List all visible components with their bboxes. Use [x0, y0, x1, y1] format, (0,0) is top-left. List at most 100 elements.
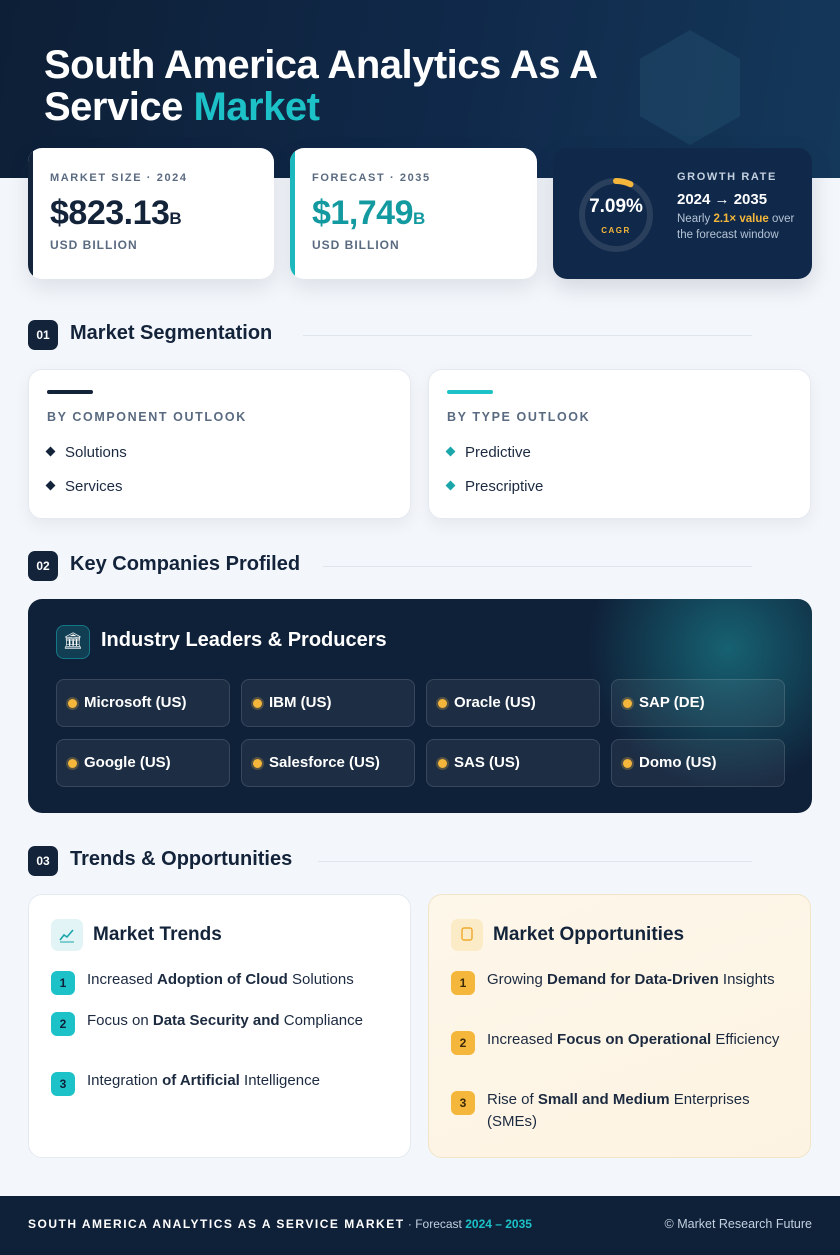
dot-icon	[438, 759, 447, 768]
trends-title: Market Trends	[93, 924, 222, 945]
market-size-value: $823.13B	[50, 194, 182, 233]
title-line-2: Service Market	[44, 86, 664, 128]
cagr-label: CAGR	[601, 226, 631, 235]
market-size-label: MARKET SIZE · 2024	[50, 172, 188, 184]
trend-text-pre: Increased	[87, 971, 158, 988]
section-number: 03	[28, 846, 58, 876]
forecast-value: $1,749B	[312, 194, 425, 233]
footer: SOUTH AMERICA ANALYTICS AS A SERVICE MAR…	[0, 1196, 840, 1255]
opportunity-text-bold: Demand for Data-Driven	[547, 971, 719, 988]
trend-item: 1 Increased Adoption of Cloud Solutions	[51, 969, 391, 995]
trend-item: 2 Focus on Data Security and Compliance	[51, 1010, 391, 1036]
company-chip: SAP (DE)	[611, 679, 785, 727]
company-chip: SAS (US)	[426, 739, 600, 787]
footer-brand: SOUTH AMERICA ANALYTICS AS A SERVICE MAR…	[28, 1217, 405, 1231]
company-name: Salesforce (US)	[269, 754, 380, 771]
company-name: SAP (DE)	[639, 694, 705, 711]
section-header-segmentation: 01 Market Segmentation	[28, 320, 812, 350]
hexagon-decoration	[640, 30, 740, 145]
forecast-unit: B	[413, 209, 425, 228]
company-name: Microsoft (US)	[84, 694, 187, 711]
companies-title: Industry Leaders & Producers	[101, 629, 387, 651]
number-badge: 2	[451, 1031, 475, 1055]
dot-icon	[623, 759, 632, 768]
section-number: 02	[28, 551, 58, 581]
number-badge: 3	[51, 1072, 75, 1096]
segment-item: Services	[45, 478, 123, 495]
opportunity-text-post: Efficiency	[711, 1031, 780, 1048]
section-header-trends: 03 Trends & Opportunities	[28, 846, 812, 876]
dot-icon	[68, 759, 77, 768]
market-size-card: MARKET SIZE · 2024 $823.13B USD BILLION	[28, 148, 274, 279]
title-line-1: South America Analytics As A	[44, 43, 598, 87]
dot-icon	[438, 699, 447, 708]
dot-icon	[623, 699, 632, 708]
company-name: IBM (US)	[269, 694, 332, 711]
forecast-label: FORECAST · 2035	[312, 172, 431, 184]
opportunity-text-pre: Increased	[487, 1031, 558, 1048]
opportunity-text-post: Enterprises (SMEs)	[487, 1091, 750, 1130]
growth-note: Nearly 2.1× value over the forecast wind…	[677, 211, 797, 243]
growth-note-highlight: 2.1× value	[713, 213, 769, 225]
number-badge: 2	[51, 1012, 75, 1036]
trend-text-bold: of Artificial	[162, 1072, 240, 1089]
section-title: Market Segmentation	[70, 322, 273, 344]
segment-card-component: BY COMPONENT OUTLOOK Solutions Services	[28, 369, 411, 519]
section-title: Trends & Opportunities	[70, 848, 293, 870]
company-chip: Google (US)	[56, 739, 230, 787]
lightbulb-icon	[451, 919, 483, 951]
trend-text-post: Intelligence	[239, 1072, 320, 1089]
section-divider	[323, 566, 752, 567]
opportunity-text-bold: Small and Medium	[537, 1091, 670, 1108]
opportunity-text-bold: Focus on Operational	[557, 1031, 712, 1048]
footer-copyright: © Market Research Future	[664, 1217, 812, 1231]
segment-accent-rule	[447, 390, 493, 394]
dot-icon	[253, 759, 262, 768]
segment-item: Predictive	[445, 444, 531, 461]
cagr-value: 7.09%	[589, 196, 643, 217]
forecast-sub: USD BILLION	[312, 238, 400, 252]
trend-text-bold: Adoption of Cloud	[157, 971, 288, 988]
section-header-companies: 02 Key Companies Profiled	[28, 551, 812, 581]
growth-note-prefix: Nearly	[677, 213, 711, 225]
title-accent: Market	[193, 85, 320, 129]
companies-panel: 🏛 Industry Leaders & Producers Microsoft…	[28, 599, 812, 813]
opportunity-item: 2 Increased Focus on Operational Efficien…	[451, 1029, 791, 1055]
trend-text-post: Compliance	[279, 1012, 363, 1029]
title-line-2-prefix: Service	[44, 85, 183, 129]
diamond-bullet-icon	[45, 480, 56, 491]
chart-line-icon	[51, 919, 83, 951]
trend-text-bold: Data Security and	[152, 1012, 280, 1029]
footer-separator: · Forecast	[404, 1217, 466, 1231]
section-divider	[303, 335, 752, 336]
cagr-ring-gauge	[579, 178, 653, 252]
forecast-card: FORECAST · 2035 $1,749B USD BILLION	[290, 148, 537, 279]
growth-years: 2024 → 2035	[677, 191, 768, 208]
section-divider	[318, 861, 752, 862]
market-size-number: $823.13	[50, 194, 170, 232]
segment-item: Prescriptive	[445, 478, 544, 495]
market-size-unit: B	[169, 209, 182, 228]
footer-years: 2024 – 2035	[465, 1217, 532, 1231]
segment-accent-rule	[47, 390, 93, 394]
trend-text-pre: Focus on	[87, 1012, 153, 1029]
card-accent-bar	[28, 148, 33, 279]
opportunity-item: 3 Rise of Small and Medium Enterprises (S…	[451, 1089, 791, 1133]
company-name: Google (US)	[84, 754, 171, 771]
opportunity-text-pre: Growing	[487, 971, 548, 988]
company-chip: Microsoft (US)	[56, 679, 230, 727]
page-title: South America Analytics As A Service Mar…	[44, 44, 664, 128]
footer-caption: SOUTH AMERICA ANALYTICS AS A SERVICE MAR…	[28, 1217, 532, 1231]
segment-item-label: Predictive	[465, 444, 531, 461]
growth-rate-label: GROWTH RATE	[677, 171, 777, 183]
opportunity-item: 1 Growing Demand for Data-Driven Insights	[451, 969, 791, 995]
segment-card-type: BY TYPE OUTLOOK Predictive Prescriptive	[428, 369, 811, 519]
diamond-bullet-icon	[445, 480, 456, 491]
trend-text-post: Solutions	[287, 971, 354, 988]
company-chip: IBM (US)	[241, 679, 415, 727]
segment-item-label: Solutions	[65, 444, 127, 461]
trend-text-pre: Integration	[87, 1072, 163, 1089]
card-accent-bar	[290, 148, 295, 279]
diamond-bullet-icon	[45, 446, 56, 457]
segment-item-label: Prescriptive	[465, 478, 544, 495]
